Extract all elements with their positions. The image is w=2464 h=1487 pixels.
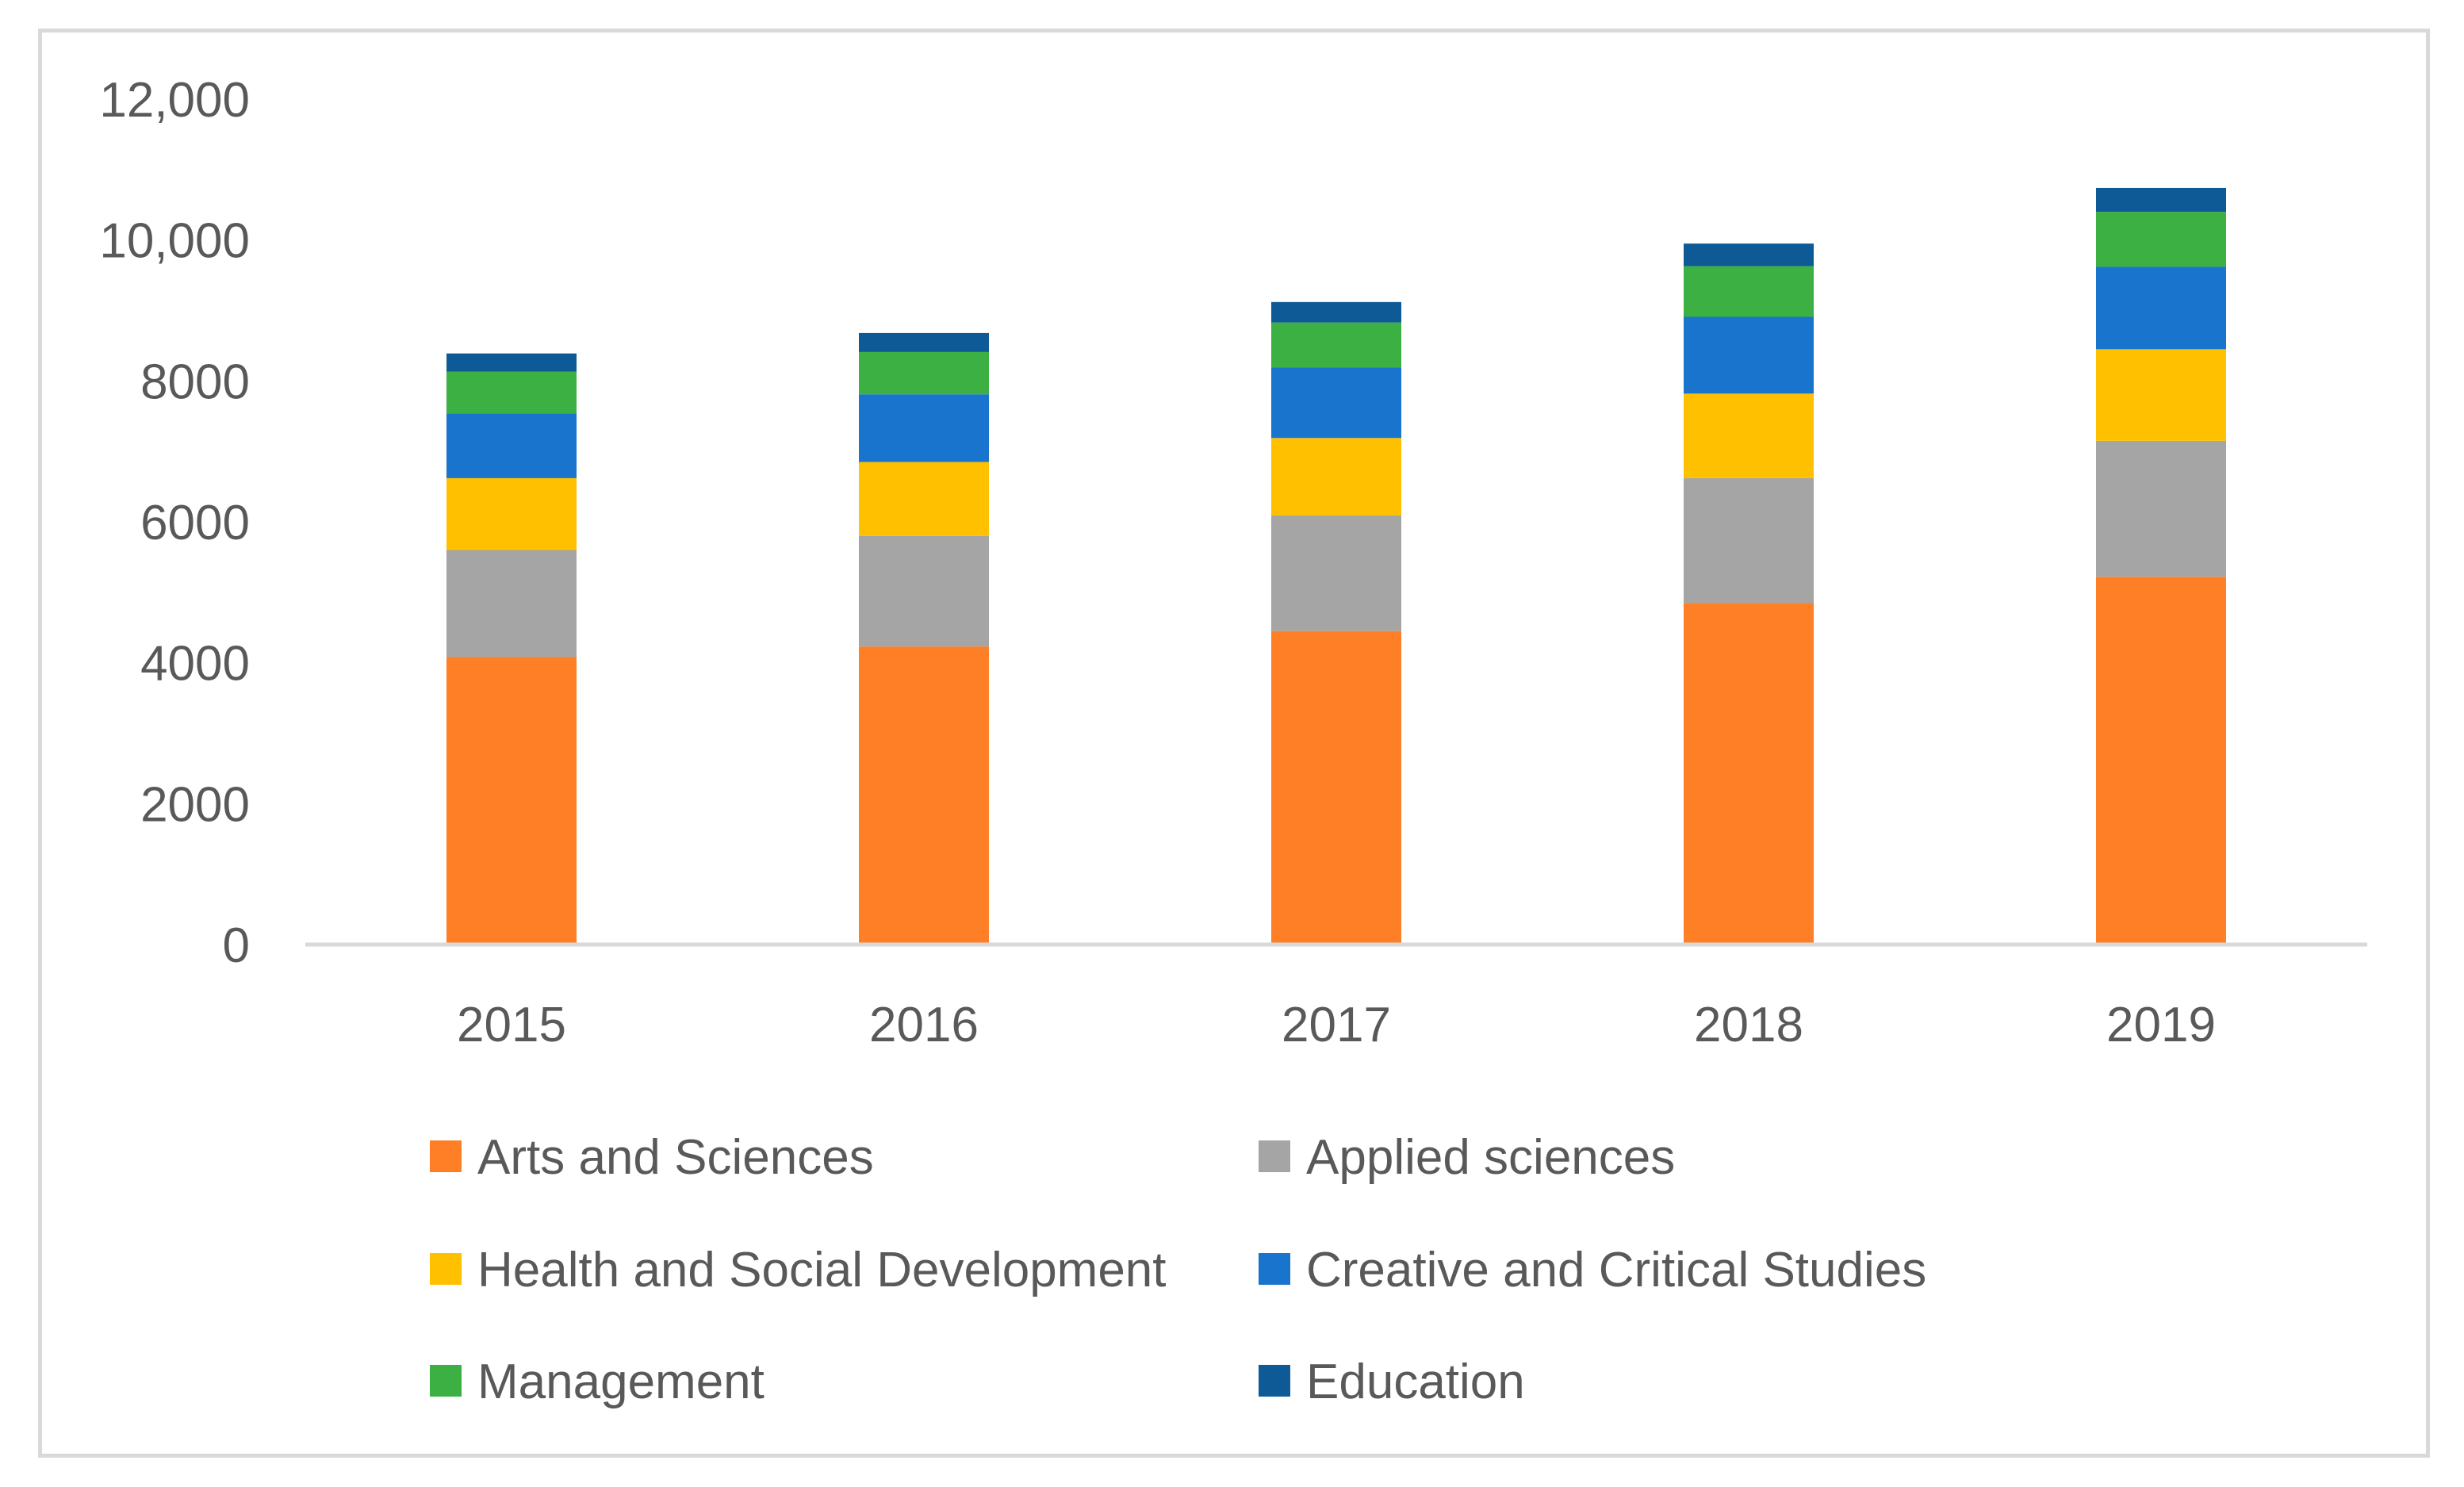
legend-item: Creative and Critical Studies: [1259, 1243, 1926, 1297]
bar-segment: [1271, 630, 1401, 945]
legend-item: Education: [1259, 1355, 1525, 1409]
y-axis-ticks: 0 2000 4000 6000 8000 10,000 12,000: [99, 73, 250, 973]
bar-stack: [859, 332, 989, 945]
bar-segment: [859, 535, 989, 647]
bar-segment: [1271, 367, 1401, 439]
bar-segment: [1684, 393, 1814, 478]
y-tick-label: 4000: [140, 637, 250, 692]
bar-segment: [859, 332, 989, 352]
bar-segment: [446, 477, 577, 550]
bar-segment: [859, 394, 989, 462]
bar-segment: [859, 462, 989, 536]
legend-swatch: [430, 1253, 462, 1285]
y-tick-label: 10,000: [99, 214, 250, 269]
legend-swatch: [430, 1140, 462, 1172]
bar-segment: [2096, 266, 2226, 350]
bars: [446, 187, 2226, 945]
legend-label: Arts and Sciences: [477, 1130, 874, 1185]
y-tick-label: 2000: [140, 777, 250, 832]
bar-segment: [1684, 243, 1814, 266]
x-tick-label: 2015: [457, 998, 566, 1052]
bar-stack: [1271, 301, 1401, 945]
x-tick-label: 2019: [2106, 998, 2216, 1052]
y-tick-label: 6000: [140, 496, 250, 550]
bar-segment: [446, 413, 577, 478]
legend-label: Applied sciences: [1306, 1130, 1675, 1185]
x-tick-label: 2018: [1694, 998, 1803, 1052]
legend-swatch: [1259, 1140, 1290, 1172]
legend-item: Applied sciences: [1259, 1130, 1675, 1185]
bar-segment: [446, 657, 577, 945]
legend-label: Management: [477, 1355, 764, 1409]
bar-segment: [1271, 301, 1401, 323]
bar-segment: [1271, 438, 1401, 516]
bar-segment: [2096, 212, 2226, 267]
bar-segment: [1684, 477, 1814, 604]
x-axis-ticks: 2015 2016 2017 2018 2019: [457, 998, 2216, 1052]
legend-swatch: [1259, 1365, 1290, 1397]
bar-segment: [1271, 515, 1401, 631]
bar-segment: [859, 646, 989, 945]
legend-label: Creative and Critical Studies: [1306, 1243, 1926, 1297]
bar-segment: [1684, 603, 1814, 945]
bar-segment: [446, 371, 577, 414]
bar-segment: [859, 351, 989, 395]
bar-segment: [1271, 322, 1401, 368]
bar-segment: [446, 353, 577, 372]
bar-segment: [2096, 187, 2226, 213]
bar-segment: [2096, 440, 2226, 577]
x-tick-label: 2016: [869, 998, 979, 1052]
legend-label: Health and Social Development: [477, 1243, 1167, 1297]
bar-stack: [2096, 187, 2226, 945]
bar-segment: [446, 550, 577, 657]
bar-segment: [1684, 266, 1814, 317]
legend-swatch: [1259, 1253, 1290, 1285]
legend-item: Health and Social Development: [430, 1243, 1167, 1297]
y-tick-label: 0: [223, 918, 250, 973]
bar-segment: [1684, 316, 1814, 394]
bar-segment: [2096, 577, 2226, 945]
y-tick-label: 12,000: [99, 73, 250, 128]
legend-label: Education: [1306, 1355, 1525, 1409]
x-tick-label: 2017: [1282, 998, 1391, 1052]
legend: Arts and Sciences Applied sciences Health …: [430, 1130, 1926, 1409]
bar-segment: [2096, 349, 2226, 441]
chart-frame: [38, 29, 2430, 1458]
legend-item: Management: [430, 1355, 764, 1409]
legend-item: Arts and Sciences: [430, 1130, 874, 1185]
y-tick-label: 8000: [140, 355, 250, 409]
bar-stack: [1684, 243, 1814, 945]
bar-stack: [446, 353, 577, 945]
legend-swatch: [430, 1365, 462, 1397]
